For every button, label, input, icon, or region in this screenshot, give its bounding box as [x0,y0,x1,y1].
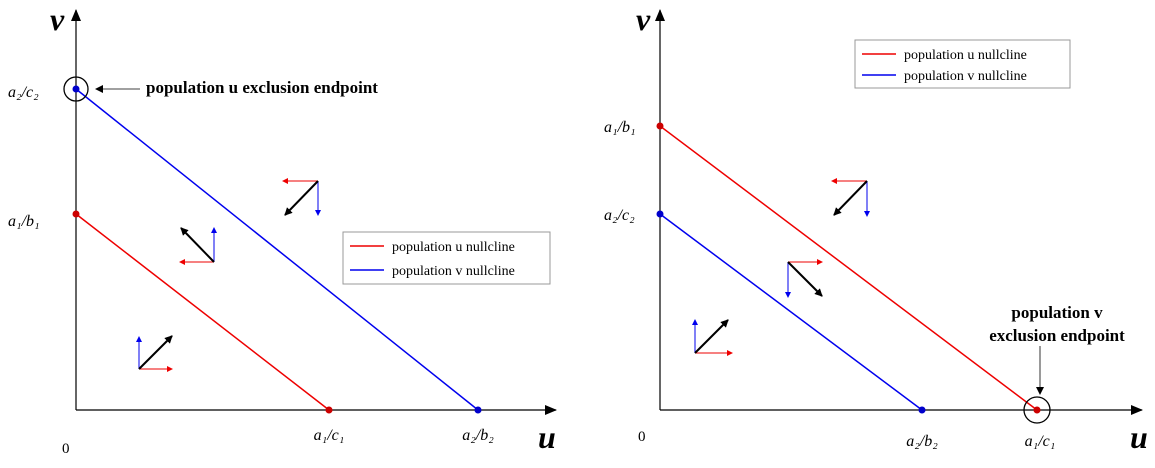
u-tick-label: a₂/b₂ [462,427,494,444]
vector [831,178,870,217]
v-axis-label: v [50,1,65,37]
u-axis-label: u [538,419,556,455]
point [474,406,482,414]
u-tick-label: a₁/c₁ [1025,433,1056,450]
u-nullcline [75,213,330,411]
legend-label: population v nullcline [904,69,1027,84]
point [656,210,664,218]
point [72,85,80,93]
vector-arrow [138,335,173,370]
v-nullcline [659,213,923,411]
vector-arrow [694,319,729,354]
origin-label: 0 [638,429,646,445]
endpoint-circle [63,76,89,102]
vector [136,335,173,372]
legend-label: population u nullcline [904,48,1027,63]
point [656,122,664,130]
legend-label: population v nullcline [392,264,515,279]
u-tick-label: a₁/c₁ [314,427,345,444]
endpoint-circle [1023,396,1051,424]
annotation: population u exclusion endpoint [146,78,378,97]
v-nullcline [75,88,479,411]
vector [692,319,733,356]
v-tick-label: a₁/b₁ [604,119,636,136]
u-nullcline [659,125,1038,411]
point [72,210,80,218]
right-panel: u v 0 a₁/b₁ a₂/c₂ a₂/b₂ a₁/c₁ population… [604,1,1148,455]
vector-arrow [833,180,868,216]
legend-label: population u nullcline [392,240,515,255]
origin-label: 0 [62,441,70,457]
u-axis-label: u [1130,419,1148,455]
point [325,406,333,414]
v-tick-label: a₁/b₁ [8,213,40,230]
left-panel: u v 0 a₂/c₂ a₁/b₁ a₁/c₁ a₂/b₂ population… [8,1,557,457]
point [918,406,926,414]
legend: population u nullcline population v null… [342,231,551,285]
v-axis-label: v [636,1,651,37]
v-tick-label: a₂/c₂ [604,207,635,224]
legend: population u nullcline population v null… [854,39,1071,89]
vector-arrow [180,227,215,263]
point [1033,406,1041,414]
vector [785,259,823,298]
u-tick-label: a₂/b₂ [906,433,938,450]
annotation: exclusion endpoint [989,326,1125,345]
v-tick-label: a₂/c₂ [8,84,39,101]
vector-arrow [284,180,319,216]
legend-box [854,39,1071,89]
annotation: population v [1011,303,1103,322]
vector [179,227,217,265]
legend-box [342,231,551,285]
vector [282,178,321,216]
vector-arrow [787,261,823,297]
